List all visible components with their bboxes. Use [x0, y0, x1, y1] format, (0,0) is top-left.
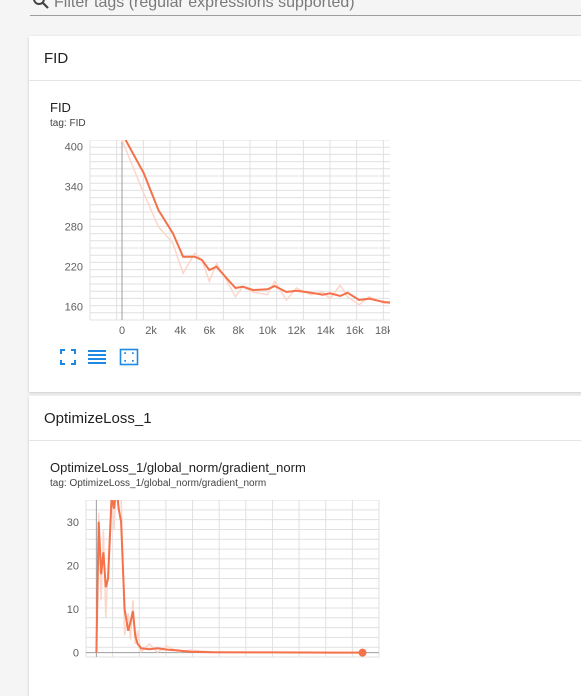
scalar-card-fid: FID tag: FID 400 340 280 220 160 0 2k 4k 6k 8k 10k…	[50, 100, 390, 370]
y-tick-label: 30	[67, 517, 79, 529]
x-tick-label: 16k	[346, 325, 364, 337]
filter-tags-input[interactable]	[54, 0, 559, 15]
x-tick-label: 14k	[317, 325, 335, 337]
x-tick-label: 4k	[174, 325, 186, 337]
data-table-icon[interactable]	[87, 347, 107, 367]
x-tick-label: 2k	[145, 325, 157, 337]
fit-domain-icon[interactable]	[119, 347, 139, 367]
y-tick-label: 160	[65, 302, 83, 314]
x-tick-label: 12k	[288, 325, 306, 337]
y-tick-label: 340	[65, 182, 83, 194]
scalar-card-gradient-norm: OptimizeLoss_1/global_norm/gradient_norm…	[50, 460, 390, 690]
card-tag: tag: FID	[50, 118, 86, 129]
y-tick-label: 400	[65, 142, 83, 154]
fullscreen-icon[interactable]	[58, 347, 78, 367]
series-last-point	[358, 648, 367, 657]
section-header-optimizeloss[interactable]: OptimizeLoss_1	[29, 396, 581, 441]
card-tag: tag: OptimizeLoss_1/global_norm/gradient…	[50, 478, 267, 489]
chart-gradient-norm[interactable]: 30 20 10 0	[50, 500, 390, 680]
section-header-fid[interactable]: FID	[29, 36, 581, 81]
y-tick-label: 280	[65, 222, 83, 234]
section-fid: FID FID tag: FID 400 340 280 220 160 0 2k 4k 6k 8…	[29, 36, 581, 392]
chart-fid[interactable]: 400 340 280 220 160 0 2k 4k 6k 8k 10k 12k 14k 16k 18k	[50, 140, 390, 340]
y-tick-label: 0	[73, 648, 79, 660]
filter-bar	[0, 0, 581, 24]
y-tick-label: 10	[67, 604, 79, 616]
grid	[89, 140, 390, 321]
section-optimizeloss: OptimizeLoss_1 OptimizeLoss_1/global_nor…	[29, 396, 581, 696]
search-icon	[33, 0, 49, 9]
y-tick-label: 220	[65, 262, 83, 274]
x-tick-label: 8k	[233, 325, 245, 337]
section-title: FID	[44, 50, 69, 67]
y-tick-label: 20	[67, 560, 79, 572]
x-tick-label: 18k	[375, 325, 390, 337]
filter-underline	[30, 15, 581, 16]
series-smoothed-line	[95, 500, 363, 654]
series-raw-line	[95, 500, 363, 654]
x-tick-label: 10k	[259, 325, 277, 337]
card-title: OptimizeLoss_1/global_norm/gradient_norm	[50, 460, 306, 475]
series-raw-line	[121, 140, 390, 306]
x-tick-label: 0	[119, 325, 125, 337]
series-smoothed-line	[124, 140, 390, 304]
grid	[85, 500, 380, 658]
section-title: OptimizeLoss_1	[44, 410, 152, 427]
card-title: FID	[50, 100, 71, 115]
x-tick-label: 6k	[203, 325, 215, 337]
